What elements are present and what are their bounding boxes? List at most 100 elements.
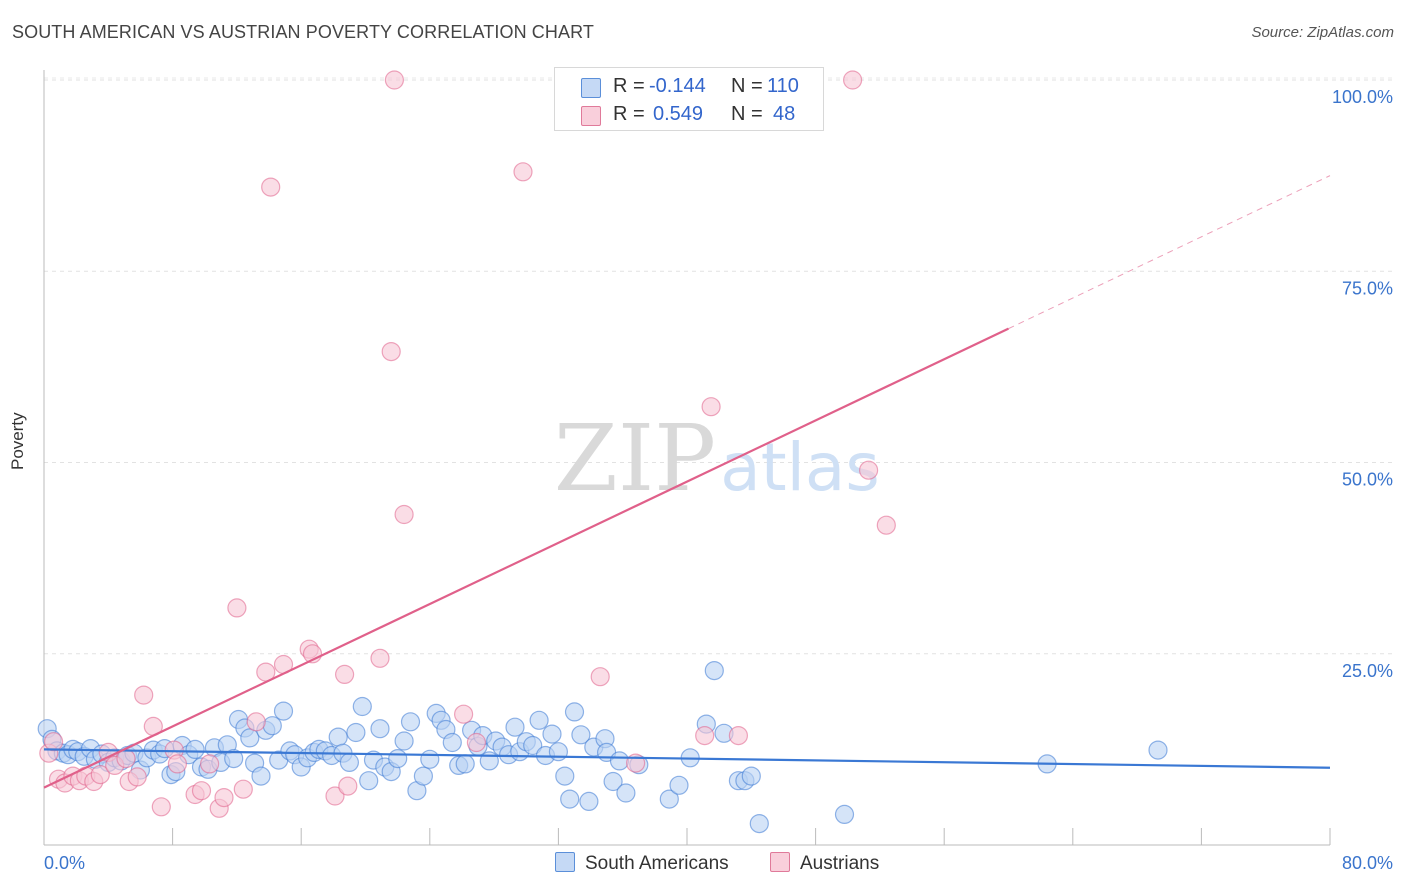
- south-american-point: [224, 748, 244, 769]
- austrian-point: [90, 764, 110, 785]
- south-american-point: [185, 739, 205, 760]
- south-american-point: [273, 701, 294, 721]
- austrian-point: [728, 725, 749, 746]
- legend-r-label: R =: [613, 103, 645, 125]
- south-american-point: [555, 766, 575, 786]
- x-tick-label-min: 0.0%: [44, 853, 85, 873]
- south-american-point: [542, 724, 562, 744]
- south-american-point: [442, 732, 462, 753]
- legend-n-value: 110: [767, 75, 799, 97]
- south-american-point: [749, 813, 769, 834]
- legend-row-austrians: R = 0.549 N = 48: [555, 101, 823, 129]
- austrian-point: [394, 504, 414, 525]
- austrian-point: [370, 648, 390, 668]
- tick-labels: 25.0% 50.0% 75.0% 100.0% 0.0% 80.0%: [44, 87, 1393, 873]
- legend-n-value: 48: [773, 103, 796, 125]
- south-american-point: [400, 712, 421, 732]
- south-american-point: [564, 702, 585, 722]
- south-americans-points: [37, 660, 1168, 834]
- austrian-point: [466, 732, 486, 753]
- south-american-point: [834, 804, 855, 825]
- watermark-zip: ZIP: [554, 405, 716, 512]
- bottom-legend-swatch-austrians: [770, 852, 790, 872]
- austrian-point: [695, 725, 715, 746]
- legend-row-south-americans: R = -0.144 N = 110: [555, 73, 823, 101]
- austrian-point: [134, 685, 154, 705]
- austrian-point: [876, 515, 896, 535]
- austrian-point: [246, 712, 266, 732]
- y-tick-label: 75.0%: [1342, 278, 1393, 298]
- correlation-legend: R = -0.144 N = 110 R = 0.549 N = 48: [554, 67, 824, 131]
- south-american-point: [1148, 740, 1168, 760]
- austrian-point: [842, 70, 863, 90]
- austrian-point: [167, 754, 187, 774]
- bottom-legend-swatch-south-americans: [555, 852, 575, 872]
- austrians-trend-line-extension: [1008, 175, 1331, 330]
- austrian-point: [261, 177, 281, 197]
- south-american-point: [603, 771, 623, 792]
- south-american-point: [328, 727, 348, 747]
- south-american-point: [609, 751, 630, 771]
- south-american-point: [394, 731, 414, 751]
- austrian-point: [151, 797, 171, 817]
- bottom-legend-label-south-americans: South Americans: [585, 853, 729, 874]
- austrian-point: [233, 779, 253, 799]
- chart-title: SOUTH AMERICAN VS AUSTRIAN POVERTY CORRE…: [12, 22, 594, 42]
- y-tick-label: 50.0%: [1342, 470, 1393, 490]
- austrian-point: [381, 342, 401, 362]
- south-american-point: [352, 696, 372, 717]
- south-american-point: [346, 722, 366, 743]
- austrian-point: [701, 397, 721, 417]
- south-american-point: [339, 752, 359, 773]
- legend-r-label: R =: [613, 75, 645, 97]
- watermark: ZIP atlas: [554, 405, 880, 512]
- trend-lines: [43, 175, 1331, 789]
- south-american-point: [251, 766, 271, 786]
- south-american-point: [579, 791, 599, 812]
- austrian-point: [590, 667, 610, 687]
- south-american-point: [413, 766, 433, 786]
- south-american-point: [560, 789, 580, 809]
- south-american-point: [420, 749, 440, 769]
- chart-source: Source: ZipAtlas.com: [1251, 24, 1394, 41]
- south-american-point: [659, 789, 679, 809]
- austrian-point: [191, 781, 212, 801]
- austrian-point: [454, 704, 474, 724]
- south-american-point: [505, 717, 525, 737]
- austrian-point: [214, 787, 234, 808]
- south-american-point: [548, 742, 569, 762]
- austrian-point: [43, 732, 64, 752]
- austrian-point: [127, 767, 147, 787]
- south-american-point: [529, 710, 549, 730]
- axes: [43, 70, 1331, 846]
- austrian-point: [384, 70, 404, 90]
- y-tick-label: 25.0%: [1342, 661, 1393, 681]
- south-american-point: [455, 754, 475, 774]
- austrian-point: [227, 598, 247, 618]
- austrian-point: [325, 786, 345, 806]
- austrian-point: [858, 460, 879, 480]
- south-american-point: [669, 775, 689, 795]
- bottom-legend-south-americans: South Americans: [555, 852, 729, 875]
- south-american-point: [262, 716, 282, 736]
- legend-r-value: -0.144: [649, 75, 706, 97]
- south-american-point: [571, 725, 591, 745]
- bottom-legend-label-austrians: Austrians: [800, 853, 880, 874]
- x-tick-label-max: 80.0%: [1342, 853, 1393, 873]
- bottom-legend-austrians: Austrians: [770, 852, 879, 875]
- south-american-point: [388, 748, 408, 769]
- grid-lines: [44, 77, 1395, 655]
- south-american-point: [370, 719, 390, 739]
- south-american-point: [741, 766, 761, 786]
- austrian-point: [200, 754, 220, 774]
- legend-r-value: 0.549: [653, 103, 704, 125]
- south-american-point: [523, 735, 543, 756]
- south-american-point: [616, 783, 636, 803]
- south-american-point: [240, 728, 260, 748]
- south-american-point: [704, 660, 724, 681]
- legend-swatch-south-americans: [581, 78, 601, 98]
- austrian-point: [338, 776, 358, 796]
- legend-swatch-austrians: [581, 106, 601, 126]
- legend-n-label: N =: [731, 103, 763, 125]
